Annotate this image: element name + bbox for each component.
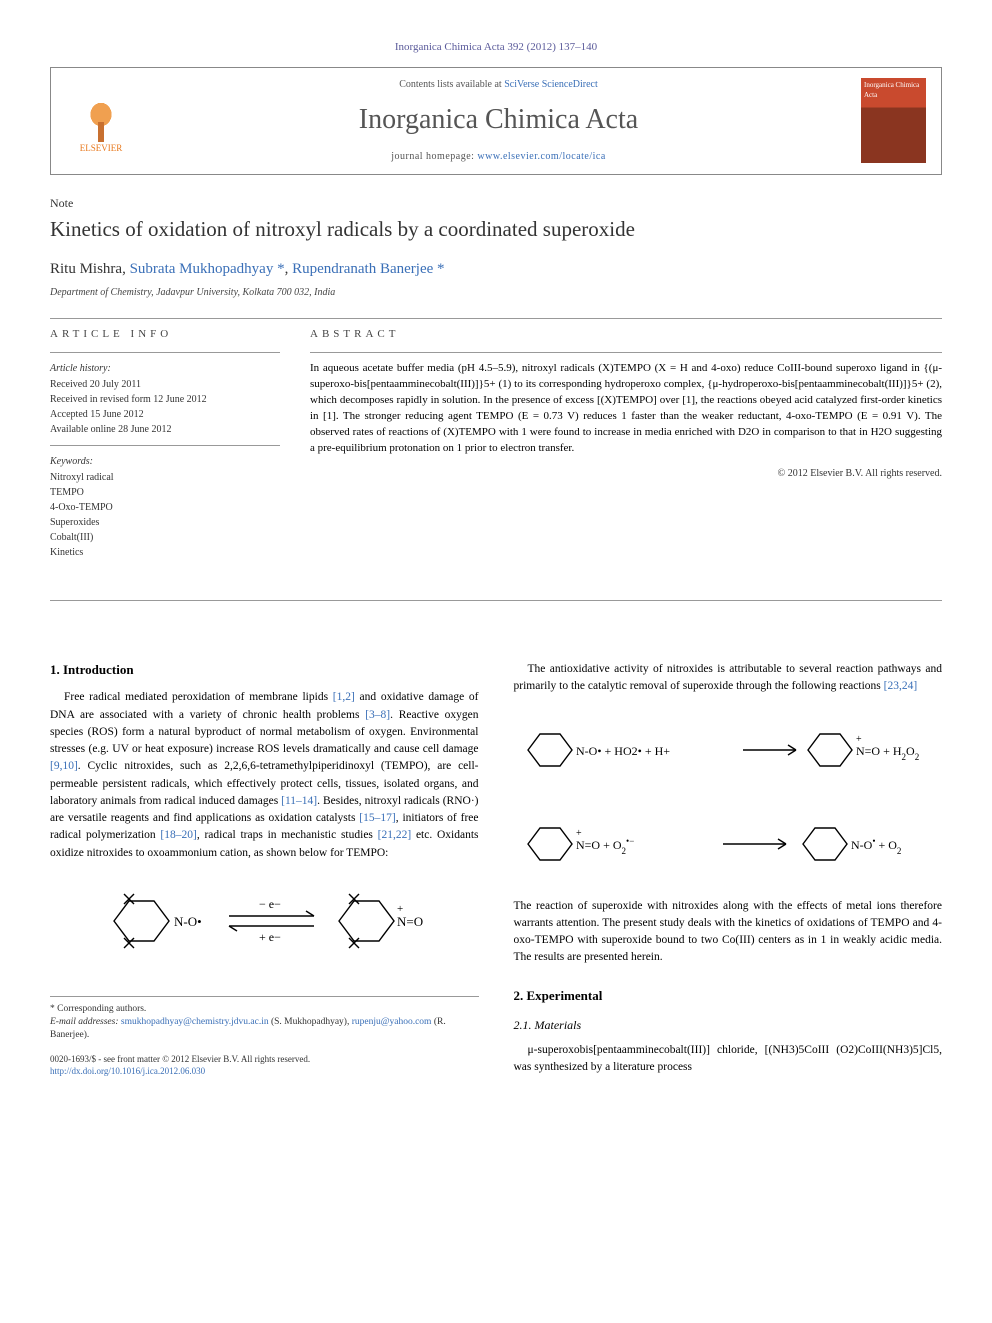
author-1: Ritu Mishra	[50, 261, 122, 277]
keywords-block: Keywords: Nitroxyl radical TEMPO 4-Oxo-T…	[50, 454, 280, 560]
divider-top	[50, 318, 942, 319]
homepage-link[interactable]: www.elsevier.com/locate/ica	[477, 151, 605, 162]
email-2-link[interactable]: rupenju@yahoo.com	[352, 1017, 432, 1027]
antiox1-svg: N-O• + HO2• + H+ N=O + H2O2 +	[518, 710, 938, 790]
keywords-label: Keywords:	[50, 454, 280, 469]
author-2-corresponding[interactable]: *	[277, 261, 285, 277]
intro-heading: 1. Introduction	[50, 661, 479, 679]
revised-date: Received in revised form 12 June 2012	[50, 392, 280, 407]
online-date: Available online 28 June 2012	[50, 422, 280, 437]
info-divider-1	[50, 352, 280, 353]
left-col: 1. Introduction Free radical mediated pe…	[50, 661, 479, 1078]
body-two-col: 1. Introduction Free radical mediated pe…	[50, 661, 942, 1078]
elsevier-tree-icon	[76, 87, 126, 142]
affiliation: Department of Chemistry, Jadavpur Univer…	[50, 286, 942, 300]
cover-text: Inorganica Chimica Acta	[864, 81, 919, 99]
ref-11-14[interactable]: [11–14]	[281, 795, 317, 807]
history-block: Article history: Received 20 July 2011 R…	[50, 361, 280, 437]
info-divider-2	[50, 445, 280, 446]
materials-text: μ-superoxobis[pentaamminecobalt(III)] ch…	[514, 1042, 943, 1077]
ref-18-20[interactable]: [18–20]	[160, 829, 196, 841]
ref-15-17[interactable]: [15–17]	[359, 812, 395, 824]
front-matter-line: 0020-1693/$ - see front matter © 2012 El…	[50, 1053, 479, 1066]
email-line: E-mail addresses: smukhopadhyay@chemistr…	[50, 1016, 479, 1043]
history-label: Article history:	[50, 361, 280, 376]
journal-name: Inorganica Chimica Acta	[136, 100, 861, 139]
citation-line: Inorganica Chimica Acta 392 (2012) 137–1…	[50, 40, 942, 55]
doi-block: 0020-1693/$ - see front matter © 2012 El…	[50, 1053, 479, 1078]
header-center: Contents lists available at SciVerse Sci…	[136, 78, 861, 163]
homepage-line: journal homepage: www.elsevier.com/locat…	[136, 150, 861, 164]
antiox1-products: N=O + H2O2	[856, 744, 919, 762]
tempo-redox-scheme: N-O• N=O + − e− + e−	[50, 876, 479, 966]
col2-p2: The reaction of superoxide with nitroxid…	[514, 898, 943, 967]
author-3-link[interactable]: Rupendranath Banerjee	[292, 261, 433, 277]
keyword-5: Cobalt(III)	[50, 530, 280, 545]
keyword-3: 4-Oxo-TEMPO	[50, 500, 280, 515]
ref-1-2[interactable]: [1,2]	[333, 691, 355, 703]
elsevier-logo: ELSEVIER	[66, 81, 136, 161]
contents-line: Contents lists available at SciVerse Sci…	[136, 78, 861, 92]
tempo-redox-svg: N-O• N=O + − e− + e−	[94, 876, 434, 966]
top-arrow-label: − e−	[259, 897, 281, 911]
publisher-name: ELSEVIER	[80, 142, 123, 155]
article-info-col: ARTICLE INFO Article history: Received 2…	[50, 327, 280, 560]
doi-link[interactable]: http://dx.doi.org/10.1016/j.ica.2012.06.…	[50, 1066, 205, 1076]
abstract-heading: ABSTRACT	[310, 327, 942, 342]
right-col: The antioxidative activity of nitroxides…	[514, 661, 943, 1078]
ref-23-24[interactable]: [23,24]	[884, 680, 918, 692]
abstract-divider	[310, 352, 942, 353]
antiox1-charge: +	[856, 734, 862, 745]
left-label: N-O•	[174, 914, 202, 929]
abstract-text: In aqueous acetate buffer media (pH 4.5–…	[310, 361, 942, 457]
email-1-name: (S. Mukhopadhyay),	[269, 1017, 352, 1027]
keyword-4: Superoxides	[50, 515, 280, 530]
accepted-date: Accepted 15 June 2012	[50, 407, 280, 422]
info-abstract-row: ARTICLE INFO Article history: Received 2…	[50, 327, 942, 560]
ref-21-22[interactable]: [21,22]	[378, 829, 412, 841]
email-label: E-mail addresses:	[50, 1017, 121, 1027]
sciencedirect-link[interactable]: SciVerse ScienceDirect	[504, 79, 598, 90]
article-title: Kinetics of oxidation of nitroxyl radica…	[50, 215, 942, 244]
contents-prefix: Contents lists available at	[399, 79, 504, 90]
antiox-scheme-2: + N=O + O2•− N-O• + O2	[514, 804, 943, 884]
divider-bottom	[50, 600, 942, 601]
note-label: Note	[50, 195, 942, 212]
antiox2-svg: + N=O + O2•− N-O• + O2	[518, 804, 938, 884]
ref-3-8[interactable]: [3–8]	[365, 709, 390, 721]
antiox1-reactants: N-O• + HO2• + H+	[576, 744, 670, 758]
author-2-link[interactable]: Subrata Mukhopadhyay	[130, 261, 274, 277]
article-info-heading: ARTICLE INFO	[50, 327, 280, 342]
intro-paragraph: Free radical mediated peroxidation of me…	[50, 689, 479, 862]
email-1-link[interactable]: smukhopadhyay@chemistry.jdvu.ac.in	[121, 1017, 269, 1027]
col2-p1: The antioxidative activity of nitroxides…	[514, 661, 943, 696]
authors-line: Ritu Mishra, Subrata Mukhopadhyay *, Rup…	[50, 259, 942, 280]
antiox2-products: N-O• + O2	[851, 836, 901, 856]
keyword-2: TEMPO	[50, 485, 280, 500]
ref-9-10[interactable]: [9,10]	[50, 760, 78, 772]
col2-p1a: The antioxidative activity of nitroxides…	[514, 663, 943, 692]
experimental-heading: 2. Experimental	[514, 987, 943, 1005]
right-label: N=O	[397, 914, 423, 929]
corresponding-note: * Corresponding authors.	[50, 1003, 479, 1016]
intro-p1g: , radical traps in mechanistic studies	[197, 829, 378, 841]
abstract-col: ABSTRACT In aqueous acetate buffer media…	[310, 327, 942, 560]
keyword-6: Kinetics	[50, 545, 280, 560]
received-date: Received 20 July 2011	[50, 377, 280, 392]
right-charge: +	[397, 903, 403, 915]
journal-cover-thumb: Inorganica Chimica Acta	[861, 78, 926, 163]
materials-subheading: 2.1. Materials	[514, 1017, 943, 1034]
author-3-corresponding[interactable]: *	[437, 261, 445, 277]
homepage-prefix: journal homepage:	[391, 151, 477, 162]
antiox-scheme-1: N-O• + HO2• + H+ N=O + H2O2 +	[514, 710, 943, 790]
antiox2-reactants: N=O + O2•−	[576, 836, 634, 856]
intro-p1a: Free radical mediated peroxidation of me…	[64, 691, 333, 703]
bot-arrow-label: + e−	[259, 930, 281, 944]
copyright-line: © 2012 Elsevier B.V. All rights reserved…	[310, 467, 942, 481]
keyword-1: Nitroxyl radical	[50, 470, 280, 485]
journal-header: ELSEVIER Contents lists available at Sci…	[50, 67, 942, 174]
footnotes: * Corresponding authors. E-mail addresse…	[50, 996, 479, 1043]
